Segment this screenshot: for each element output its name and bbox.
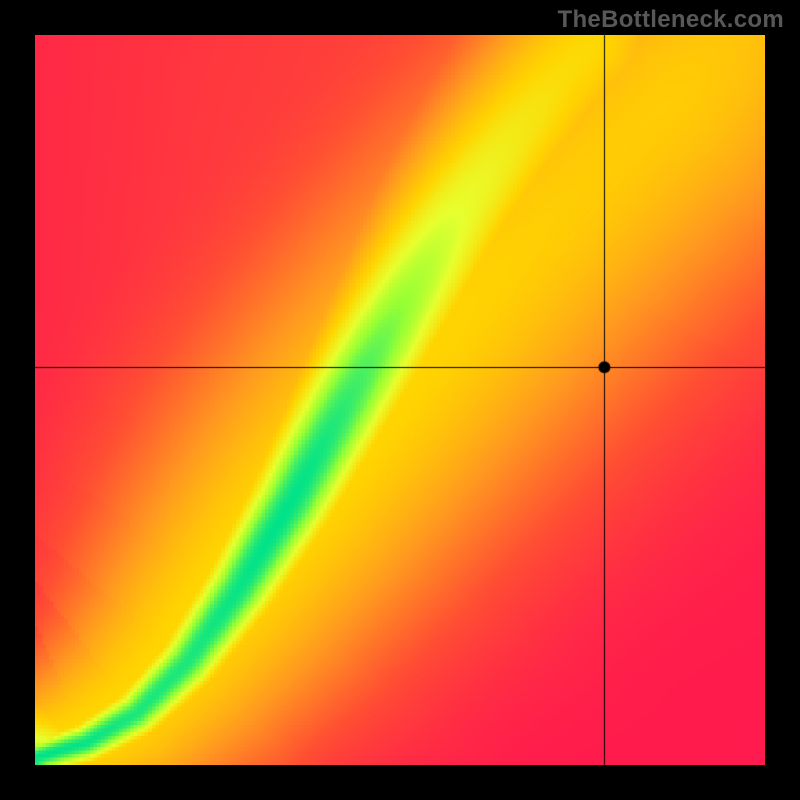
- chart-container: TheBottleneck.com: [0, 0, 800, 800]
- watermark-text: TheBottleneck.com: [558, 6, 784, 34]
- overlay-canvas: [0, 0, 800, 800]
